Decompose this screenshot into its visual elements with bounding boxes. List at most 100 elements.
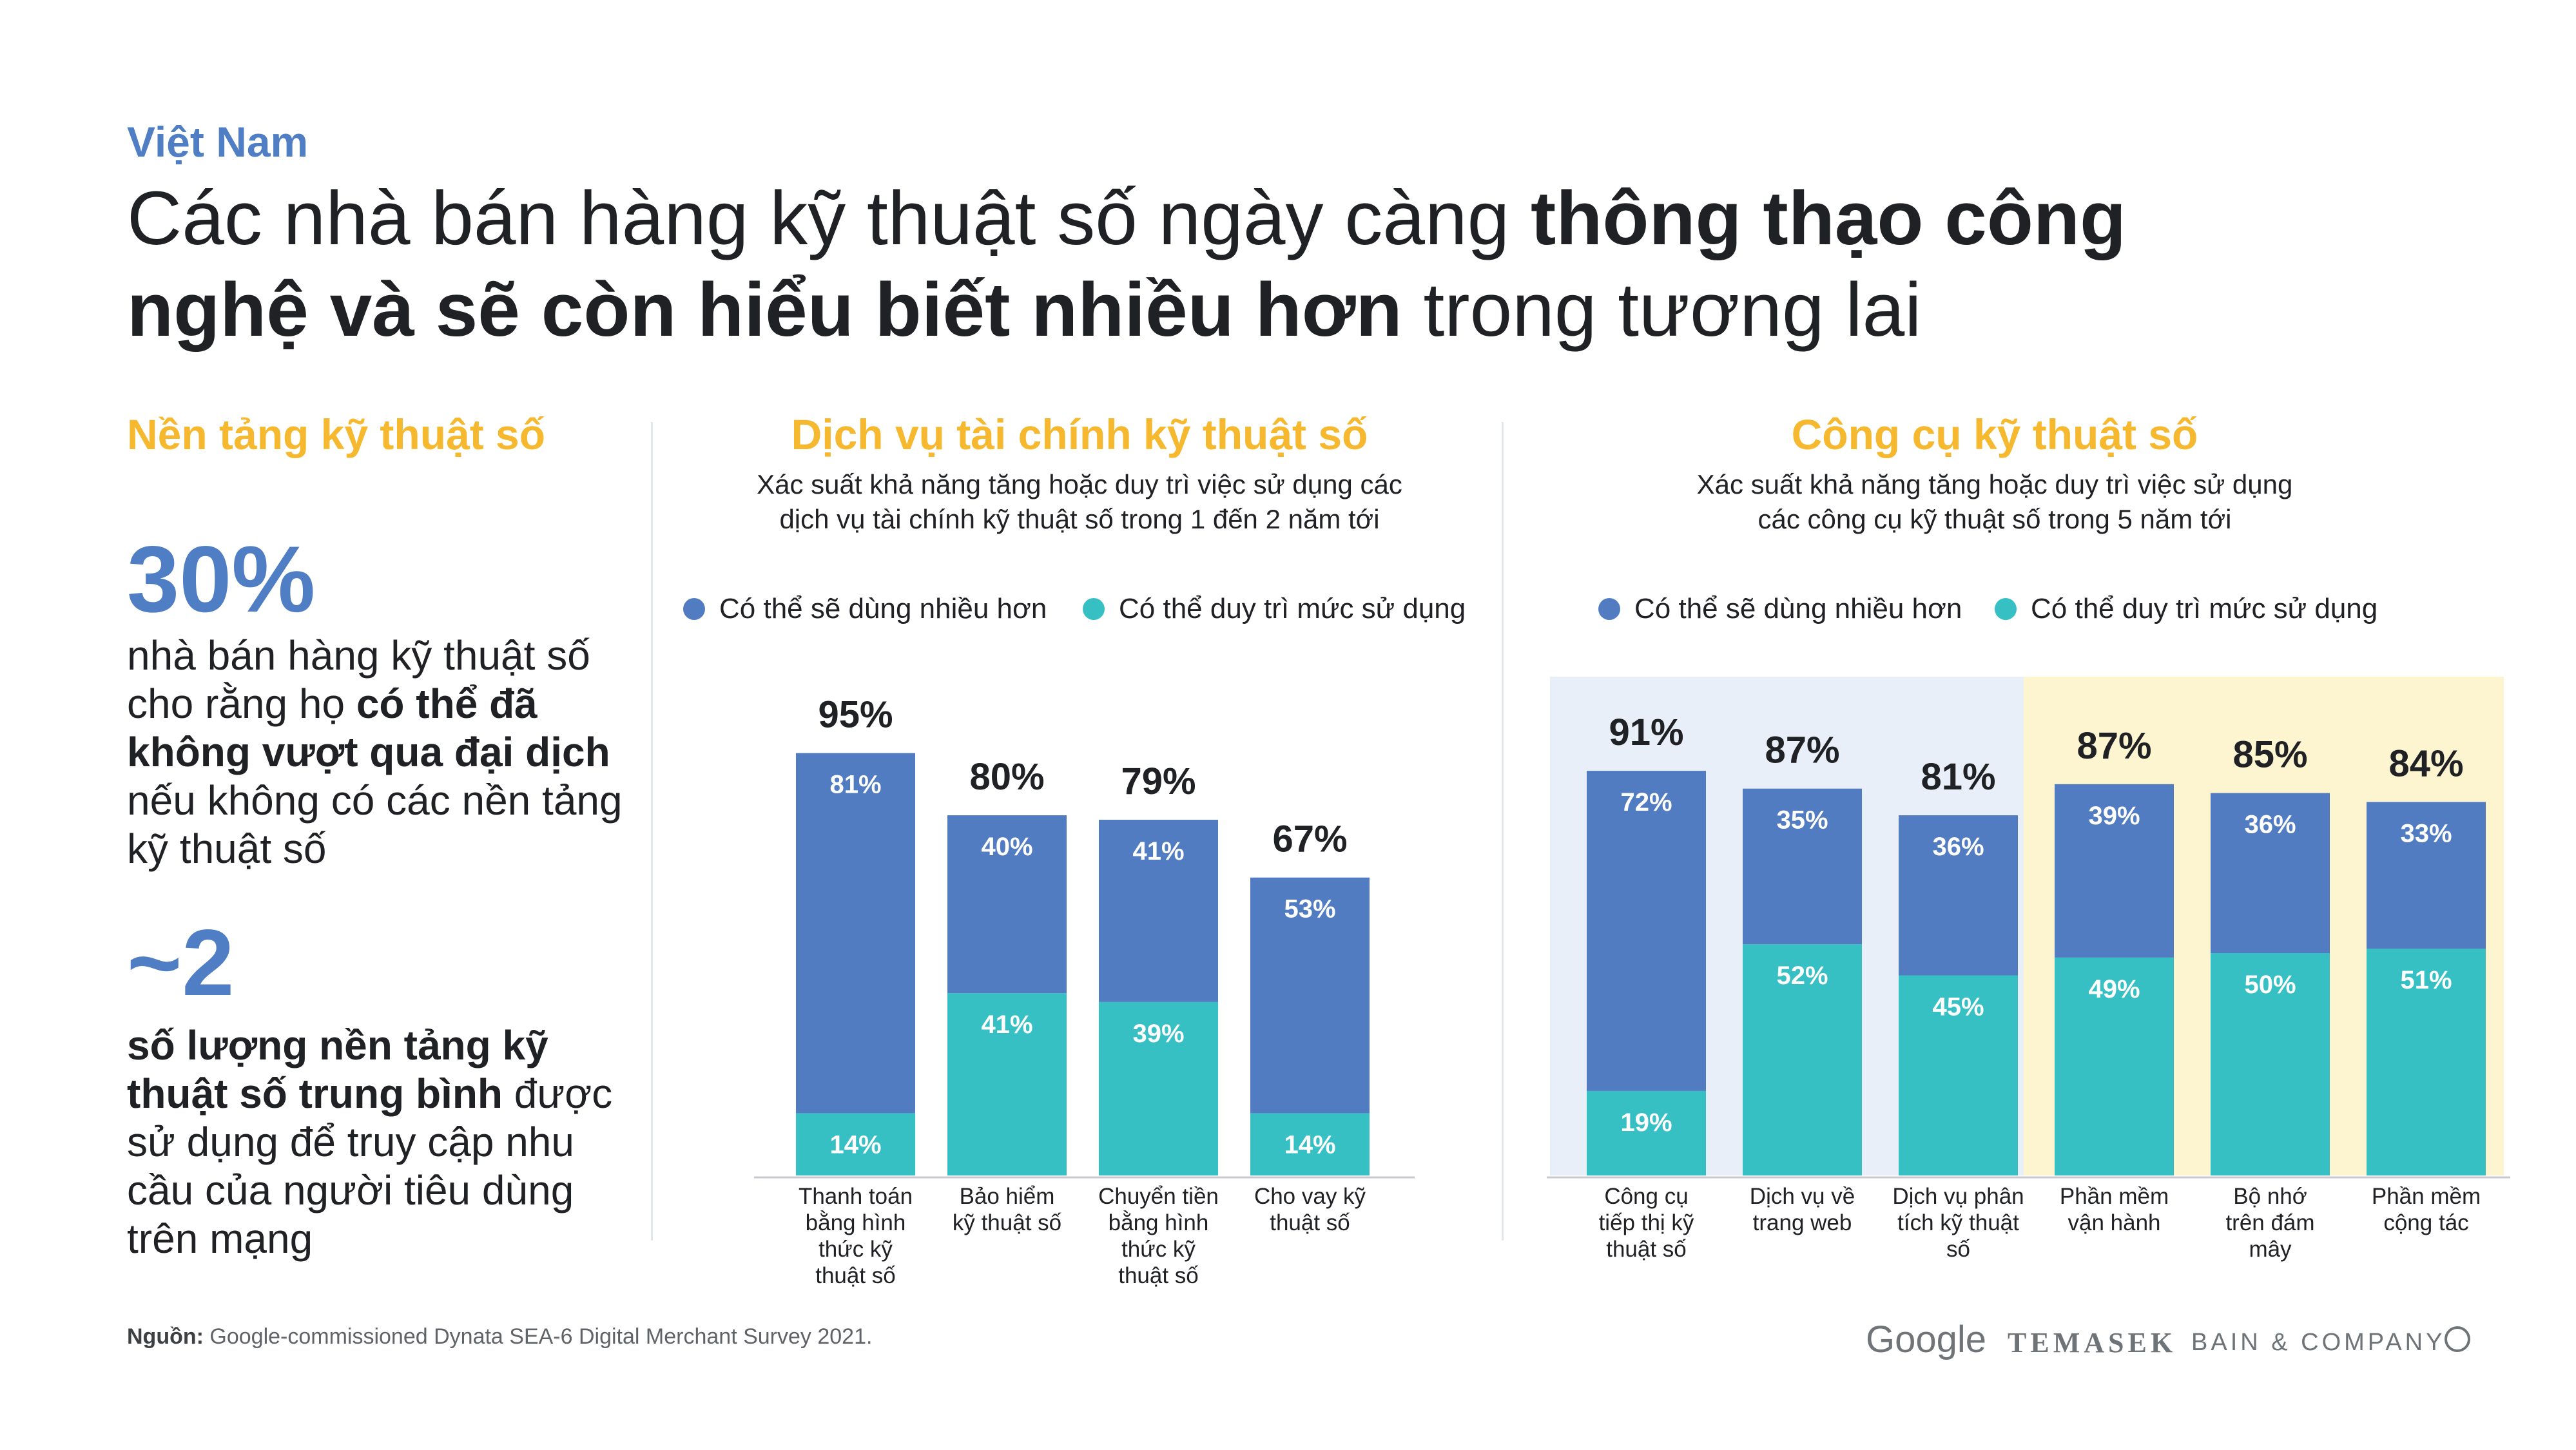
bar-maintain-label: 41% <box>981 1010 1032 1039</box>
bar-maintain-label: 39% <box>1132 1020 1184 1048</box>
bar-total-label: 81% <box>1921 756 1995 798</box>
bar-maintain <box>1099 1001 1218 1175</box>
bar-more <box>1743 788 1862 945</box>
stat1-number: 30% <box>127 527 316 632</box>
headline-part1: Các nhà bán hàng kỹ thuật số ngày càng <box>127 176 1531 261</box>
category-label: thức kỹ <box>818 1237 893 1262</box>
bar-more-label: 72% <box>1620 788 1672 817</box>
bar-maintain <box>947 993 1067 1175</box>
bar-maintain <box>1899 975 2018 1175</box>
bar-maintain <box>2055 957 2174 1175</box>
bar-maintain <box>796 1113 915 1175</box>
chart1-legend-maintain: Có thể duy trì mức sử dụng <box>1083 593 1466 625</box>
divider-right <box>1502 422 1504 1241</box>
left-panel-title: Nền tảng kỹ thuật số <box>127 411 546 458</box>
eyebrow-country: Việt Nam <box>127 118 309 166</box>
bar-maintain <box>2211 953 2330 1175</box>
legend-maintain-swatch-icon <box>1995 598 2017 620</box>
chart1-subtitle: Xác suất khả năng tăng hoặc duy trì việc… <box>683 467 1476 537</box>
category-label: Cho vay kỹ <box>1254 1184 1366 1209</box>
category-label: số <box>1946 1237 1970 1262</box>
source-text: Google-commissioned Dynata SEA-6 Digital… <box>203 1324 873 1349</box>
bar-more <box>1250 877 1370 1114</box>
chart2-subtitle-line2: các công cụ kỹ thuật số trong 5 năm tới <box>1758 504 2232 534</box>
category-label: Công cụ <box>1604 1184 1688 1209</box>
legend-more-label: Có thể sẽ dùng nhiều hơn <box>719 593 1047 624</box>
category-label: Bảo hiểm <box>960 1184 1055 1209</box>
category-label: kỹ thuật số <box>953 1210 1061 1235</box>
bar-more <box>2055 784 2174 958</box>
bar-more <box>1099 820 1218 1002</box>
bar-maintain-label: 45% <box>1932 993 1984 1021</box>
chart1-subtitle-line1: Xác suất khả năng tăng hoặc duy trì việc… <box>757 469 1402 499</box>
headline-bold: thông thạo công nghệ và sẽ còn hiểu biết… <box>127 176 2127 353</box>
bain-mark-icon <box>2445 1326 2470 1352</box>
legend-more-swatch-icon <box>683 598 705 620</box>
chart2-subtitle: Xác suất khả năng tăng hoặc duy trì việc… <box>1540 467 2449 537</box>
chart2-legend-more: Có thể sẽ dùng nhiều hơn <box>1598 593 1962 625</box>
category-label: thuật số <box>1118 1263 1199 1288</box>
bar-maintain <box>1587 1090 1706 1175</box>
divider-left <box>651 422 653 1241</box>
bar-more <box>796 753 915 1114</box>
category-label: thuật số <box>815 1263 896 1288</box>
stat2-number: ~2 <box>127 910 235 1015</box>
bar-more-label: 39% <box>2088 802 2140 830</box>
chart2-legend-maintain: Có thể duy trì mức sử dụng <box>1995 593 2377 625</box>
bar-maintain <box>2367 949 2486 1175</box>
source-label: Nguồn: <box>127 1324 204 1349</box>
bar-total-label: 67% <box>1272 818 1347 860</box>
bar-more <box>2367 802 2486 949</box>
category-label: Dịch vụ phân <box>1892 1184 2024 1209</box>
stat1-text-b: nếu không có các nền tảng kỹ thuật số <box>127 777 623 872</box>
bar-more-label: 41% <box>1132 837 1184 865</box>
chart1-title: Dịch vụ tài chính kỹ thuật số <box>791 411 1368 458</box>
category-label: trên đám <box>2225 1210 2314 1235</box>
category-label: mây <box>2249 1237 2292 1262</box>
category-label: Chuyển tiền <box>1098 1184 1219 1209</box>
bar-total-label: 87% <box>2077 725 2151 767</box>
stat2-text-b: được sử dụng để truy cập nhu cầu của ngư… <box>127 1070 613 1262</box>
category-label: Dịch vụ về <box>1750 1184 1855 1209</box>
category-label: thuật số <box>1606 1237 1687 1262</box>
stat1-text: nhà bán hàng kỹ thuật số cho rằng họ có … <box>127 632 655 873</box>
bar-maintain-label: 52% <box>1776 962 1828 990</box>
category-label: cộng tác <box>2383 1210 2468 1235</box>
category-label: Bộ nhớ <box>2233 1184 2307 1209</box>
stat1-text-bold: có thể đã không vượt qua đại dịch <box>127 681 610 775</box>
bar-more-label: 36% <box>1932 833 1984 861</box>
bar-more <box>947 815 1067 994</box>
legend-maintain-label: Có thể duy trì mức sử dụng <box>2031 593 2378 624</box>
bar-maintain-label: 50% <box>2244 971 2296 999</box>
headline-part2: trong tương lai <box>1402 267 1922 353</box>
bar-maintain <box>1250 1113 1370 1175</box>
bar-maintain-label: 19% <box>1620 1108 1672 1137</box>
bar-total-label: 85% <box>2232 734 2307 776</box>
page-headline: Các nhà bán hàng kỹ thuật số ngày càng t… <box>127 173 2254 356</box>
bar-maintain-label: 51% <box>2400 966 2452 994</box>
bar-more-label: 81% <box>829 771 881 799</box>
category-label: trang web <box>1753 1210 1852 1235</box>
chart2-subtitle-line1: Xác suất khả năng tăng hoặc duy trì việc… <box>1696 469 2293 499</box>
category-label: Phần mềm <box>2060 1184 2169 1209</box>
chart1-subtitle-line2: dịch vụ tài chính kỹ thuật số trong 1 đế… <box>779 504 1380 534</box>
bar-more-label: 35% <box>1776 806 1828 835</box>
category-label: bằng hình <box>1109 1210 1209 1235</box>
category-label: thức kỹ <box>1121 1237 1196 1262</box>
bar-maintain-label: 14% <box>1284 1130 1335 1159</box>
bar-more <box>2211 793 2330 953</box>
legend-maintain-swatch-icon <box>1083 598 1105 620</box>
temasek-logo: TEMASEK <box>2008 1327 2177 1358</box>
google-logo: Google <box>1866 1319 1987 1360</box>
bar-total-label: 87% <box>1765 730 1839 771</box>
category-label: vận hành <box>2068 1210 2160 1235</box>
legend-more-swatch-icon <box>1598 598 1620 620</box>
stat1-text-a: nhà bán hàng kỹ thuật số cho rằng họ <box>127 632 590 727</box>
stat2-text-bold: số lượng nền tảng kỹ thuật số trung bình <box>127 1022 548 1117</box>
bar-maintain-label: 49% <box>2088 975 2140 1003</box>
category-label: Thanh toán <box>799 1184 913 1209</box>
category-label: thuật số <box>1270 1210 1350 1235</box>
bar-more-label: 40% <box>981 833 1032 861</box>
bar-total-label: 79% <box>1121 760 1196 802</box>
